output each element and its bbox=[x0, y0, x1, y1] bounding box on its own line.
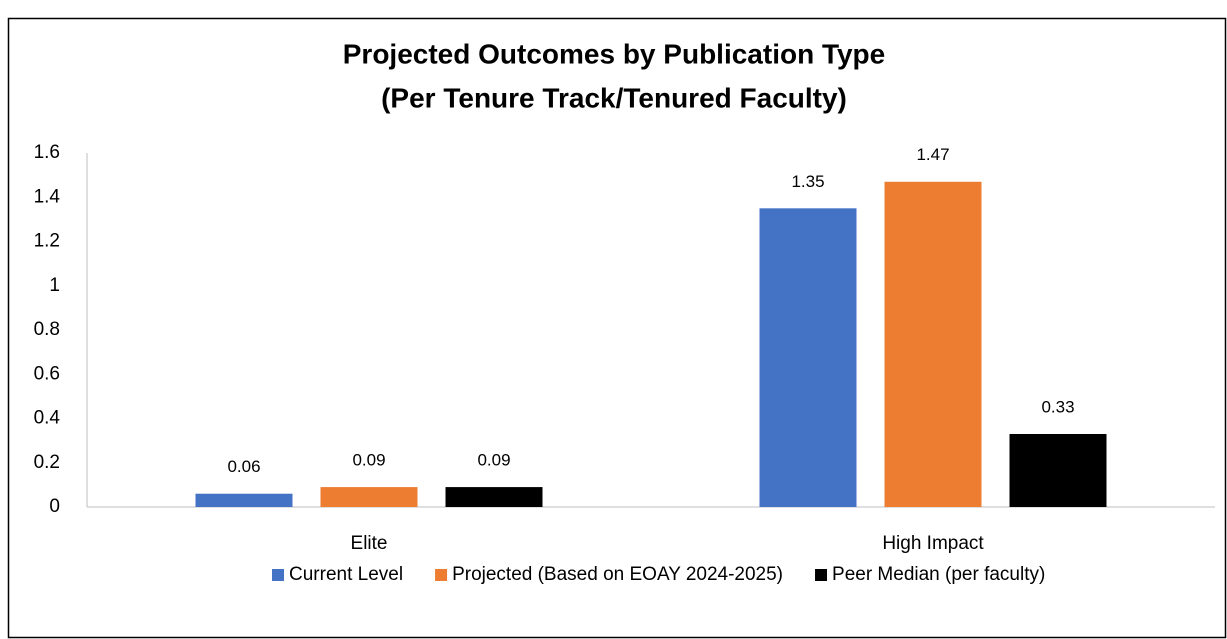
data-label: 1.47 bbox=[916, 145, 949, 164]
y-tick-label: 1.2 bbox=[34, 231, 60, 252]
data-label: 0.09 bbox=[352, 451, 385, 470]
y-tick-label: 1 bbox=[49, 275, 60, 296]
bar bbox=[195, 493, 293, 507]
chart-title: Projected Outcomes by Publication Type bbox=[343, 38, 886, 69]
y-tick-label: 1.4 bbox=[34, 186, 61, 207]
y-tick-label: 0 bbox=[49, 496, 60, 517]
chart-border bbox=[7, 17, 1227, 639]
bar bbox=[759, 208, 857, 507]
x-tick-label: Elite bbox=[351, 533, 388, 554]
legend-label: Peer Median (per faculty) bbox=[832, 564, 1045, 585]
bar bbox=[445, 487, 543, 507]
y-tick-label: 1.6 bbox=[34, 142, 60, 163]
legend-label: Current Level bbox=[289, 564, 403, 585]
legend-swatch bbox=[435, 569, 448, 581]
y-tick-label: 0.2 bbox=[34, 452, 60, 473]
y-tick-label: 0.6 bbox=[34, 363, 60, 384]
legend-swatch bbox=[815, 569, 828, 581]
chart-title: (Per Tenure Track/Tenured Faculty) bbox=[381, 82, 847, 113]
y-tick-label: 0.4 bbox=[34, 408, 61, 429]
x-tick-label: High Impact bbox=[882, 533, 984, 554]
bar bbox=[1009, 433, 1107, 507]
data-label: 0.33 bbox=[1041, 397, 1074, 416]
data-label: 0.09 bbox=[477, 451, 510, 470]
bar bbox=[320, 487, 418, 507]
legend-swatch bbox=[272, 569, 284, 581]
legend-label: Projected (Based on EOAY 2024-2025) bbox=[452, 564, 783, 585]
data-label: 0.06 bbox=[227, 457, 260, 476]
data-label: 1.35 bbox=[791, 172, 824, 191]
y-tick-label: 0.8 bbox=[34, 319, 60, 340]
bar bbox=[884, 181, 982, 507]
